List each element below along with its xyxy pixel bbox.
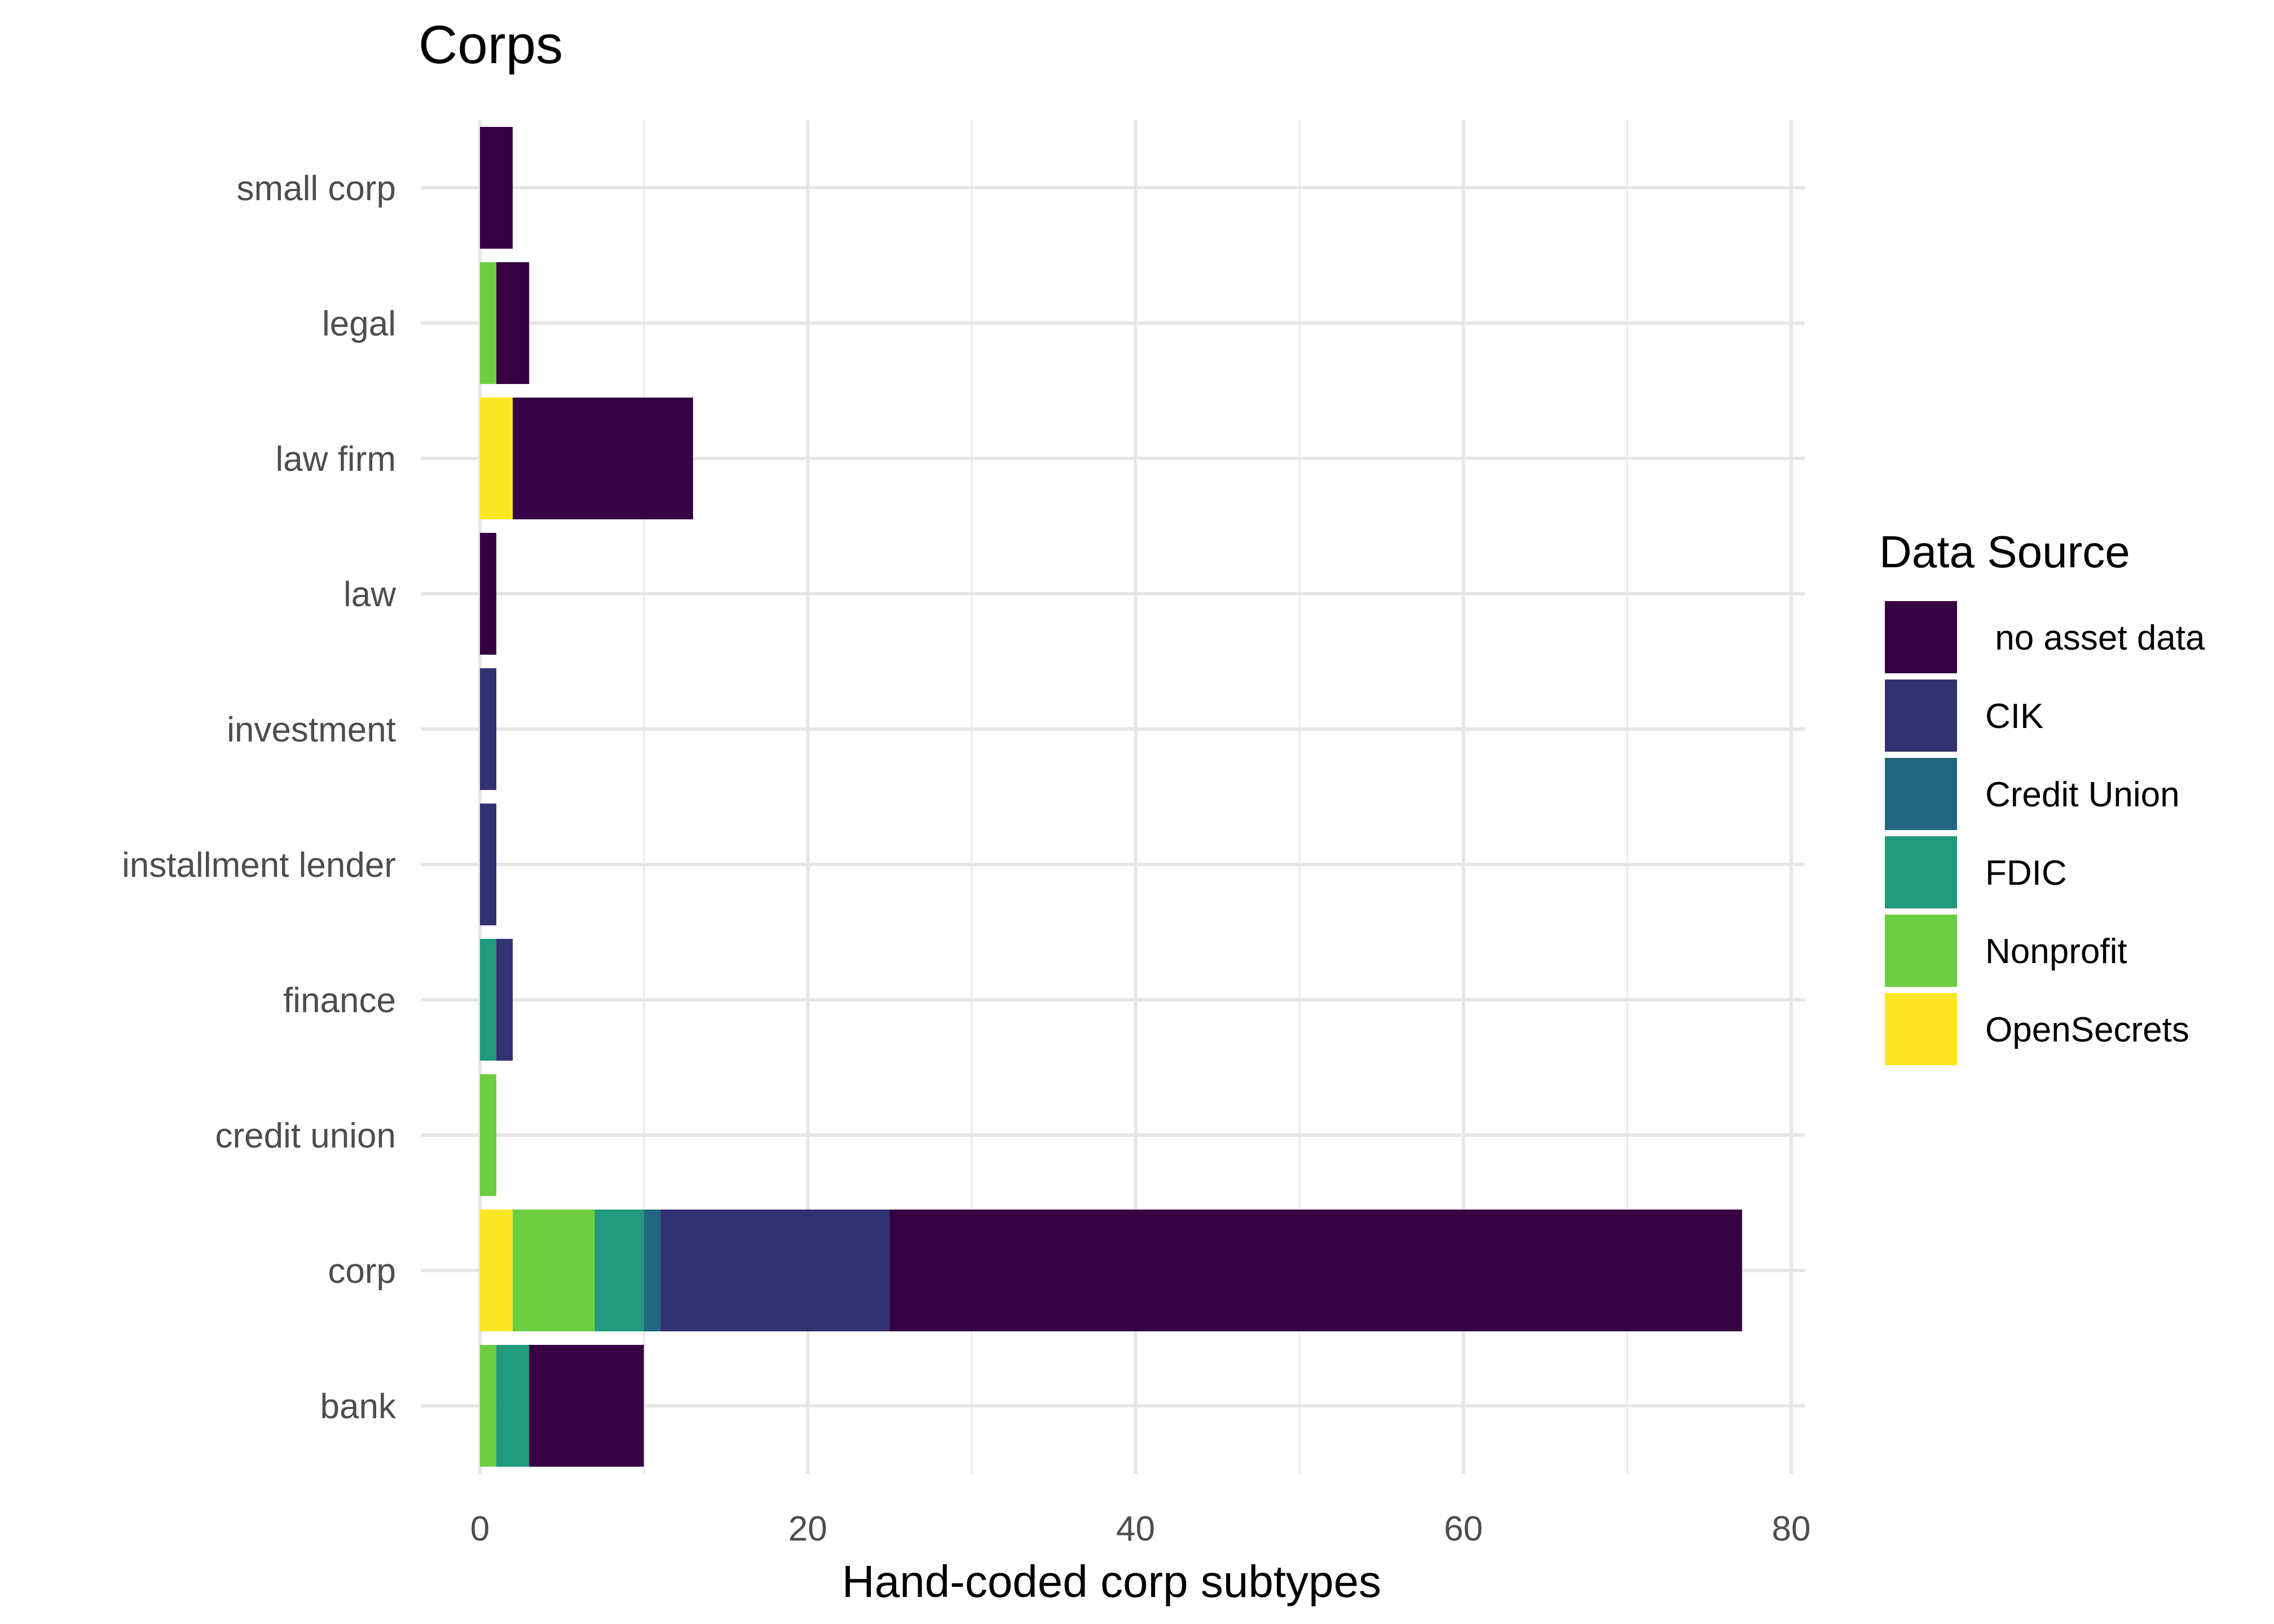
bar-segment	[480, 262, 497, 384]
y-axis-tick-labels: bank corp credit union finance installment l…	[122, 169, 396, 1426]
bar-segment	[660, 1210, 890, 1331]
legend-key	[1885, 836, 1957, 908]
legend-label: CIK	[1985, 697, 2043, 736]
bar-segment	[496, 939, 513, 1061]
legend: Data Source no asset data CIK Credit Union…	[1879, 527, 2205, 1065]
bar-segment	[496, 1345, 530, 1467]
y-tick-label: investment	[227, 710, 396, 749]
legend-key	[1885, 915, 1957, 987]
bar-segment	[529, 1345, 644, 1467]
bar-segment	[480, 533, 497, 655]
y-tick-label: credit union	[215, 1116, 396, 1155]
x-axis-tick-labels: 0 20 40 60 80	[470, 1510, 1811, 1548]
legend-items: no asset data CIK Credit Union FDIC Nonprofi…	[1885, 601, 2205, 1065]
legend-key	[1885, 993, 1957, 1065]
y-tick-label: legal	[322, 304, 396, 343]
bar-segment	[480, 1074, 497, 1196]
y-tick-label: law	[343, 575, 396, 614]
bar-segment	[480, 127, 513, 249]
bar-segment	[480, 1210, 513, 1331]
chart-title: Corps	[418, 15, 563, 75]
x-tick-label: 20	[788, 1510, 827, 1548]
legend-label: OpenSecrets	[1985, 1010, 2189, 1049]
x-tick-label: 0	[470, 1510, 490, 1548]
y-tick-label: finance	[283, 981, 396, 1020]
bar-segment	[513, 1210, 595, 1331]
bar-segment	[480, 939, 497, 1061]
y-tick-label: bank	[320, 1387, 396, 1426]
bar-segment	[480, 804, 497, 925]
legend-key	[1885, 758, 1957, 830]
legend-title: Data Source	[1879, 527, 2130, 577]
x-tick-label: 80	[1772, 1510, 1811, 1548]
bar-segment	[480, 398, 513, 519]
bar-segment	[889, 1210, 1742, 1331]
bar-segment	[480, 668, 497, 790]
bar-segment	[644, 1210, 660, 1331]
legend-label: FDIC	[1985, 854, 2067, 893]
legend-key	[1885, 601, 1957, 673]
x-axis-title: Hand-coded corp subtypes	[842, 1556, 1381, 1607]
y-tick-label: corp	[328, 1252, 396, 1291]
bar-segment	[513, 398, 693, 519]
y-tick-label: installment lender	[122, 846, 396, 885]
bars	[480, 127, 1742, 1467]
bar-segment	[496, 262, 530, 384]
x-tick-label: 60	[1444, 1510, 1483, 1548]
y-tick-label: law firm	[275, 440, 396, 479]
legend-key	[1885, 679, 1957, 752]
bar-segment	[594, 1210, 644, 1331]
bar-segment	[480, 1345, 497, 1467]
legend-label: no asset data	[1985, 619, 2205, 657]
legend-label: Nonprofit	[1985, 932, 2127, 971]
x-tick-label: 40	[1116, 1510, 1155, 1548]
legend-label: Credit Union	[1985, 775, 2180, 814]
y-tick-label: small corp	[236, 169, 396, 208]
